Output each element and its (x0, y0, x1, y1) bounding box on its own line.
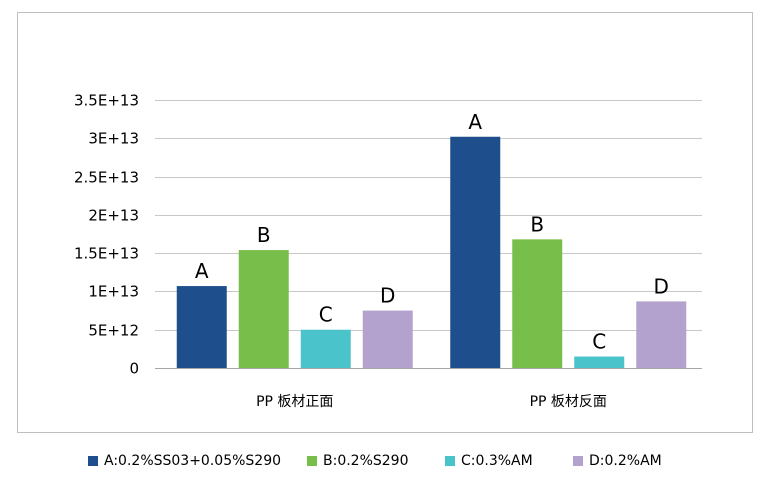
legend-label: D:0.2%AM (589, 453, 662, 469)
x-category-label: PP 板材反面 (530, 394, 607, 410)
bar-d (636, 301, 687, 368)
data-label: A (195, 259, 209, 283)
y-tick-label: 1.5E+13 (74, 245, 139, 263)
bars (176, 136, 687, 368)
x-category-label: PP 板材正面 (256, 394, 333, 410)
bar-c (300, 329, 351, 368)
data-label: D (654, 274, 669, 298)
bar-b (238, 250, 289, 368)
legend-swatch (445, 456, 455, 466)
data-label: C (592, 330, 606, 354)
y-tick-label: 2.5E+13 (74, 169, 139, 187)
bar-a (176, 286, 227, 368)
y-tick-label: 0 (129, 360, 139, 378)
y-tick-label: 3E+13 (88, 130, 139, 148)
y-tick-label: 2E+13 (88, 207, 139, 225)
data-label: B (257, 223, 271, 247)
data-label: A (468, 110, 482, 134)
x-axis-categories: PP 板材正面 PP 板材反面 (256, 394, 607, 410)
legend-label: C:0.3%AM (461, 453, 533, 469)
data-label: D (380, 284, 395, 308)
data-label: C (319, 303, 333, 327)
legend-swatch (573, 456, 583, 466)
bar-d (362, 310, 413, 368)
bar-a (450, 136, 501, 368)
y-tick-label: 3.5E+13 (74, 92, 139, 110)
data-label: B (530, 212, 544, 236)
legend-item-a: A:0.2%SS03+0.05%S290 (88, 453, 281, 469)
legend-item-b: B:0.2%S290 (307, 453, 409, 469)
y-tick-label: 1E+13 (88, 283, 139, 301)
legend-item-c: C:0.3%AM (445, 453, 533, 469)
data-labels: A B C D A B C D (195, 110, 669, 354)
legend-label: A:0.2%SS03+0.05%S290 (104, 453, 282, 469)
legend-swatch (88, 456, 98, 466)
bar-b (512, 239, 563, 368)
y-tick-label: 5E+12 (88, 322, 139, 340)
legend-label: B:0.2%S290 (323, 453, 409, 469)
legend: A:0.2%SS03+0.05%S290 B:0.2%S290 C:0.3%AM D:… (0, 453, 773, 477)
y-axis-ticks: 0 5E+12 1E+13 1.5E+13 2E+13 2.5E+13 3E+13 3.5E+… (74, 92, 139, 378)
legend-swatch (307, 456, 317, 466)
legend-item-d: D:0.2%AM (573, 453, 662, 469)
bar-c (574, 356, 625, 368)
